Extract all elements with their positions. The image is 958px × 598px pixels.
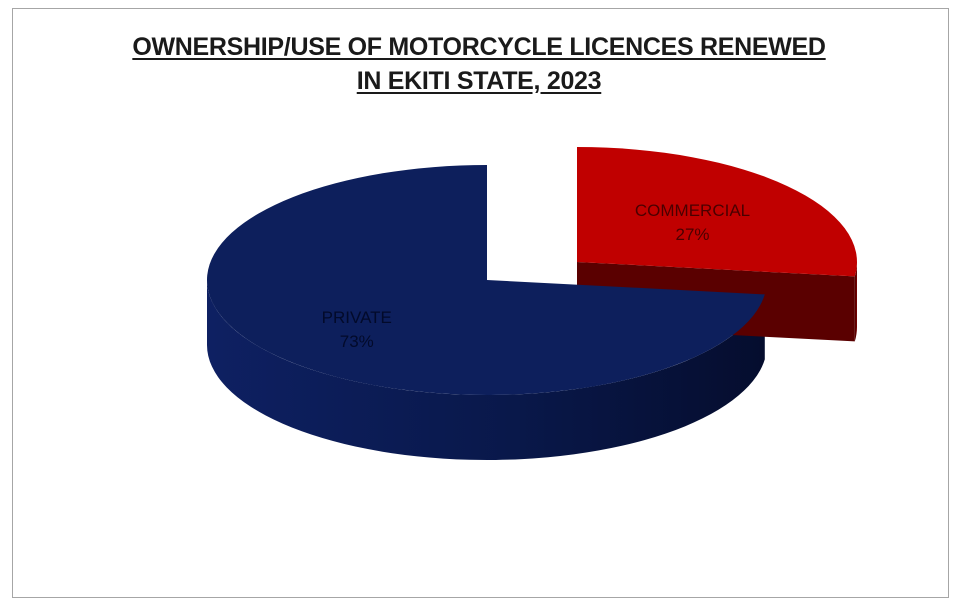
pie-slice-side-commercial: [854, 262, 857, 342]
pie-slice-commercial: [577, 147, 857, 277]
pie-slice-side-private: [206, 280, 765, 461]
data-label-private-percent: 73%: [340, 332, 374, 351]
data-label-commercial-percent: 27%: [676, 225, 710, 244]
chart-title-line-1: OWNERSHIP/USE OF MOTORCYCLE LICENCES REN…: [132, 33, 826, 61]
chart-title-line-2: IN EKITI STATE, 2023: [356, 67, 602, 95]
pie-label-group: PRIVATE 73% COMMERCIAL 27%: [322, 201, 750, 351]
pie-chart: PRIVATE 73% COMMERCIAL 27%: [206, 147, 857, 461]
data-label-commercial-name: COMMERCIAL: [635, 201, 750, 220]
chart-title: OWNERSHIP/USE OF MOTORCYCLE LICENCES REN…: [0, 30, 958, 98]
data-label-private-name: PRIVATE: [322, 308, 392, 327]
pie-slice-private: [206, 165, 765, 395]
pie-top-group: [206, 147, 857, 395]
